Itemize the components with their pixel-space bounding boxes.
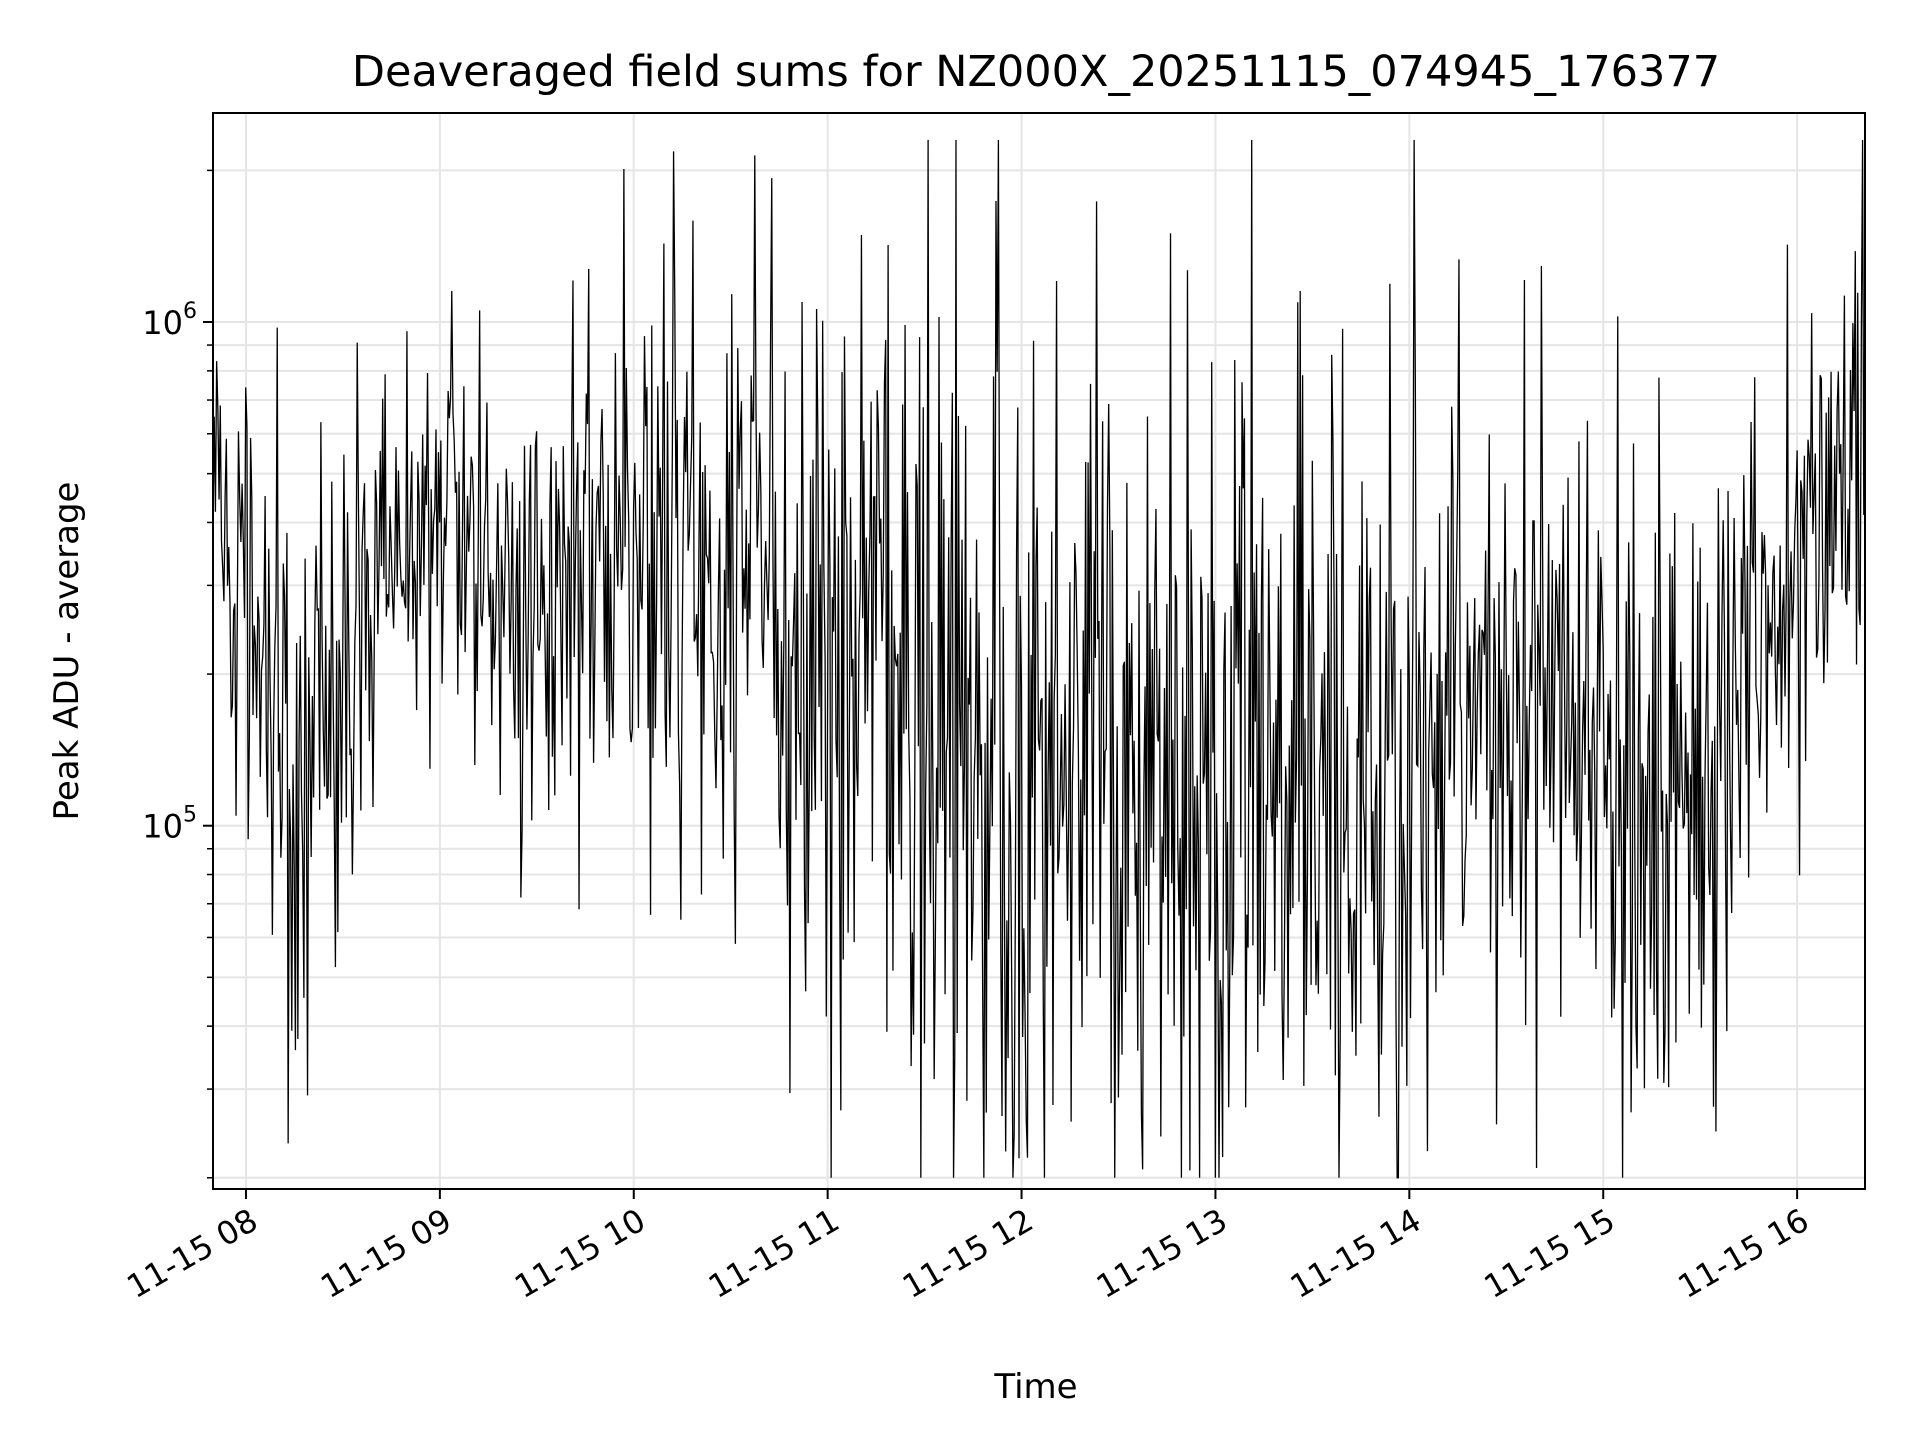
series-line [212, 139, 1866, 1179]
x-tick-label: 11-15 15 [1478, 1201, 1622, 1306]
plot-frame [212, 112, 1866, 1190]
series-layer [212, 139, 1866, 1179]
x-tick-label: 11-15 16 [1672, 1201, 1816, 1306]
x-tick-label: 11-15 14 [1284, 1201, 1428, 1306]
x-tick-label: 11-15 13 [1090, 1201, 1234, 1306]
y-axis-label: Peak ADU - average [47, 482, 87, 821]
x-tick-label: 11-15 10 [508, 1201, 652, 1306]
x-axis-label: Time [993, 1367, 1077, 1407]
x-tick-label: 11-15 09 [314, 1201, 458, 1306]
y-tick-label: 106 [142, 299, 197, 342]
x-tick-label: 11-15 12 [896, 1201, 1040, 1306]
y-tick-label: 105 [142, 803, 197, 846]
chart-title: Deaveraged field sums for NZ000X_2025111… [352, 47, 1720, 97]
x-tick-label: 11-15 08 [120, 1201, 264, 1306]
y-axis-ticks: 105 106 [142, 169, 213, 1179]
x-axis-ticks: 11-15 08 11-15 09 11-15 10 11-15 11 11-15 12… [120, 1189, 1815, 1306]
x-tick-label: 11-15 11 [702, 1201, 846, 1306]
